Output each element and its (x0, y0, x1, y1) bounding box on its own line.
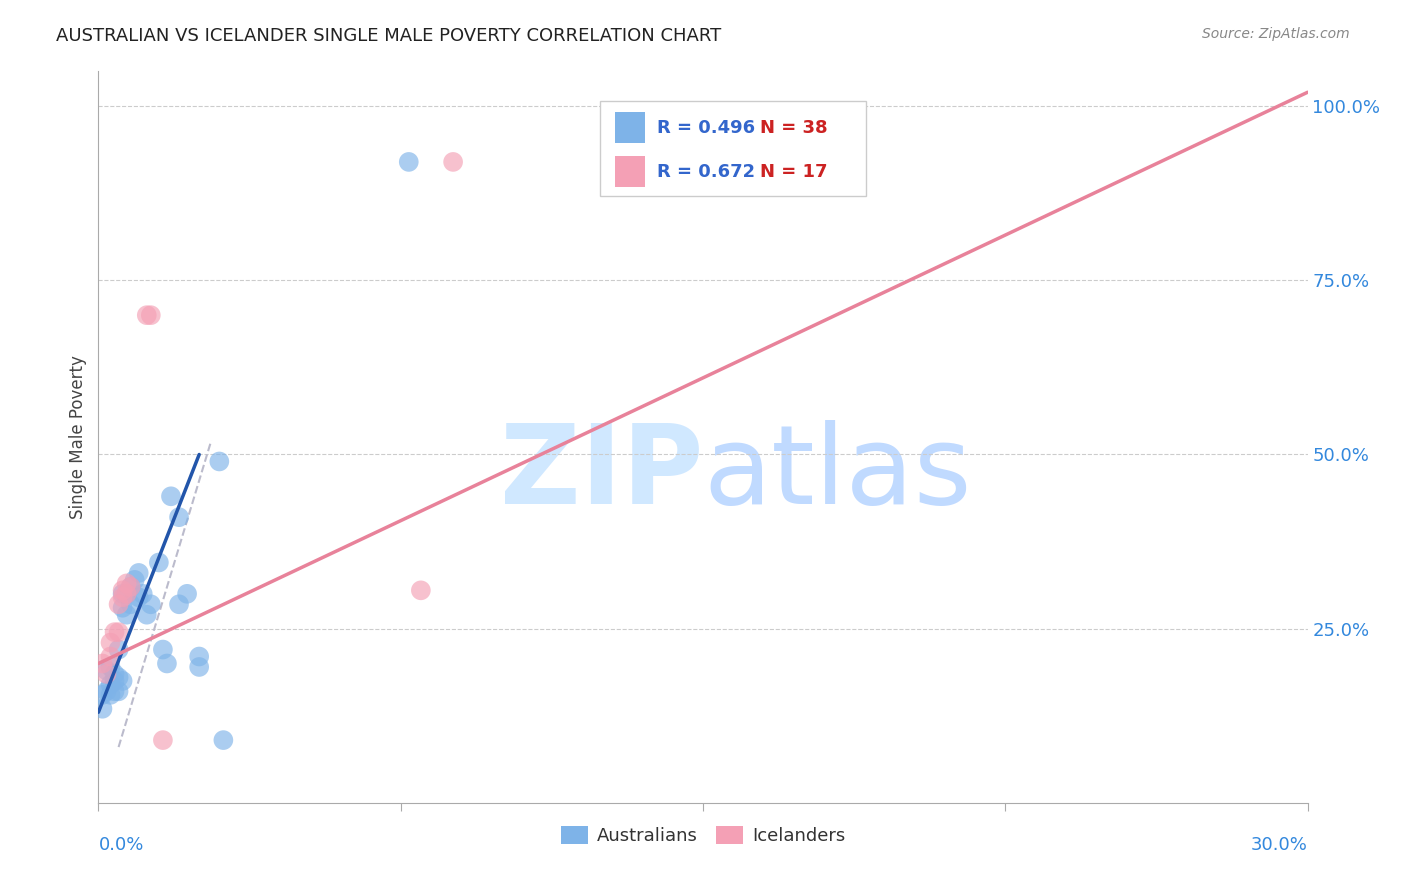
Point (139, 597, 162, 611)
Point (188, 649, 211, 664)
Point (111, 673, 134, 688)
Point (107, 670, 129, 684)
Point (132, 587, 155, 601)
Point (208, 454, 231, 468)
Legend: Australians, Icelanders: Australians, Icelanders (554, 819, 852, 852)
FancyBboxPatch shape (614, 156, 645, 187)
Text: AUSTRALIAN VS ICELANDER SINGLE MALE POVERTY CORRELATION CHART: AUSTRALIAN VS ICELANDER SINGLE MALE POVE… (56, 27, 721, 45)
Point (96, 664, 118, 678)
Point (100, 649, 122, 664)
Point (135, 607, 157, 622)
Point (124, 573, 146, 587)
Point (100, 677, 122, 691)
Point (111, 583, 134, 598)
Point (107, 642, 129, 657)
Point (107, 597, 129, 611)
Point (128, 591, 150, 605)
Point (111, 600, 134, 615)
Point (212, 733, 235, 747)
Point (115, 587, 138, 601)
Point (120, 580, 142, 594)
Point (188, 660, 211, 674)
Point (135, 308, 157, 322)
Text: N = 38: N = 38 (759, 119, 828, 136)
FancyBboxPatch shape (600, 101, 866, 195)
FancyBboxPatch shape (614, 112, 645, 143)
Y-axis label: Single Male Poverty: Single Male Poverty (69, 355, 87, 519)
Point (91, 657, 114, 671)
Point (96, 667, 118, 681)
Point (167, 597, 190, 611)
Point (176, 587, 198, 601)
Point (139, 308, 162, 322)
Point (91, 702, 114, 716)
Point (107, 684, 129, 698)
Point (103, 667, 125, 681)
Text: N = 17: N = 17 (759, 162, 827, 180)
Point (103, 625, 125, 640)
Point (100, 688, 122, 702)
Point (148, 556, 170, 570)
Point (115, 587, 138, 601)
Text: ZIP: ZIP (499, 420, 703, 527)
Point (96, 684, 118, 698)
Point (409, 583, 432, 598)
Point (100, 660, 122, 674)
Point (111, 587, 134, 601)
Point (100, 635, 122, 649)
Point (156, 657, 179, 671)
Text: 0.0%: 0.0% (98, 836, 143, 854)
Point (120, 580, 142, 594)
Point (152, 733, 174, 747)
Text: atlas: atlas (703, 420, 972, 527)
Point (441, 155, 464, 169)
Point (103, 684, 125, 698)
Point (115, 607, 138, 622)
Point (167, 510, 190, 524)
Text: Source: ZipAtlas.com: Source: ZipAtlas.com (1202, 27, 1350, 41)
Text: R = 0.672: R = 0.672 (657, 162, 755, 180)
Point (115, 576, 138, 591)
Point (111, 591, 134, 605)
Text: 30.0%: 30.0% (1251, 836, 1308, 854)
Point (152, 642, 174, 657)
Point (128, 566, 150, 580)
Point (398, 155, 420, 169)
Point (103, 673, 125, 688)
Point (120, 597, 142, 611)
Point (107, 625, 129, 640)
Point (160, 489, 183, 503)
Text: R = 0.496: R = 0.496 (657, 119, 755, 136)
Point (91, 688, 114, 702)
